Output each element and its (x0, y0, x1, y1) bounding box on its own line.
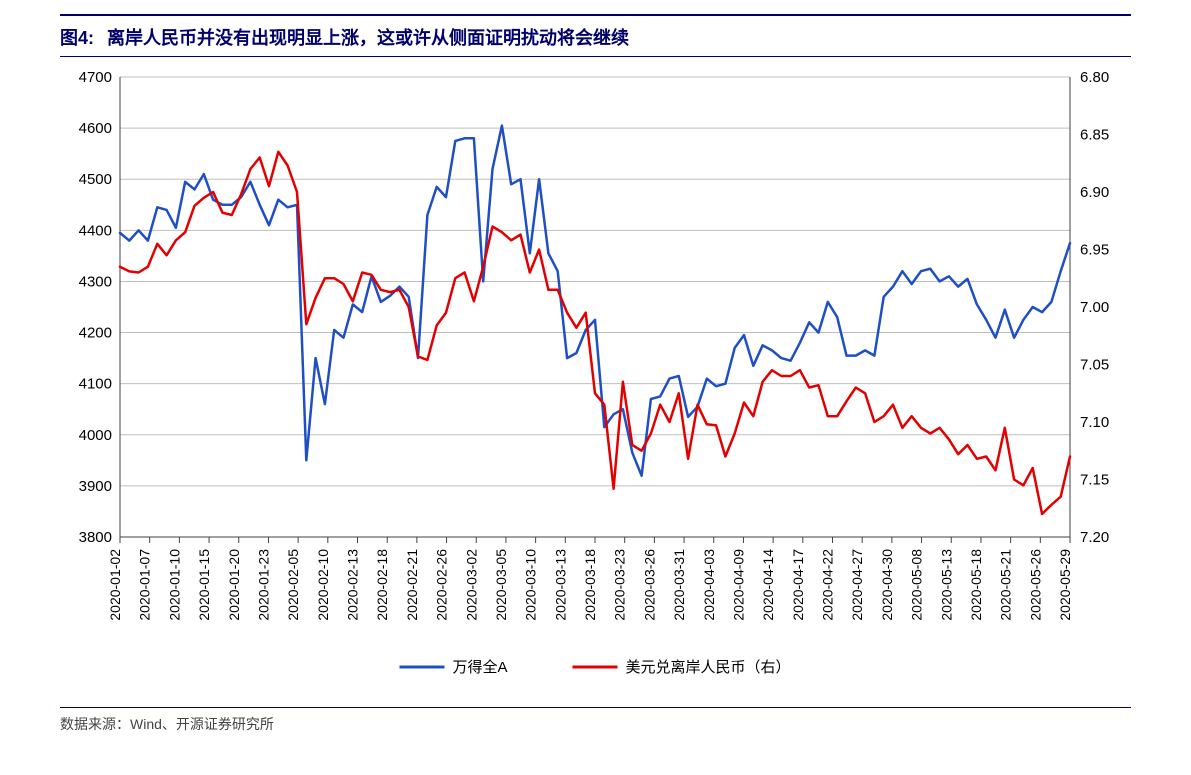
x-axis-label: 2020-05-29 (1057, 549, 1073, 621)
x-axis-label: 2020-05-13 (938, 549, 954, 621)
x-axis-label: 2020-02-10 (315, 549, 331, 621)
page-root: 图4: 离岸人民币并没有出现明显上涨，这或许从侧面证明扰动将会继续 3800 39… (0, 0, 1191, 775)
svg-text:6.80: 6.80 (1080, 69, 1109, 86)
x-axis-label: 2020-03-13 (552, 549, 568, 621)
figure-prefix: 图4: (60, 28, 94, 48)
x-axis-label: 2020-03-23 (612, 549, 628, 621)
x-axis-label: 2020-04-14 (760, 549, 776, 621)
svg-text:3800: 3800 (79, 529, 112, 546)
x-axis-label: 2020-02-26 (434, 549, 450, 621)
svg-text:4300: 4300 (79, 273, 112, 290)
svg-text:3900: 3900 (79, 478, 112, 495)
x-axis-label: 2020-03-31 (671, 549, 687, 621)
x-axis-label: 2020-04-09 (730, 549, 746, 621)
x-axis-label: 2020-04-17 (790, 549, 806, 621)
svg-text:4200: 4200 (79, 325, 112, 342)
svg-text:7.15: 7.15 (1080, 472, 1109, 489)
x-axis-label: 2020-05-26 (1027, 549, 1043, 621)
x-axis-label: 2020-03-18 (582, 549, 598, 621)
svg-text:4000: 4000 (79, 427, 112, 444)
x-axis-label: 2020-02-13 (345, 549, 361, 621)
x-axis-label: 2020-01-07 (137, 549, 153, 621)
x-axis-label: 2020-03-05 (493, 549, 509, 621)
svg-text:7.10: 7.10 (1080, 414, 1109, 431)
x-axis-label: 2020-01-02 (107, 549, 123, 621)
x-axis-label: 2020-05-08 (909, 549, 925, 621)
legend-label: 美元兑离岸人民币（右） (626, 659, 791, 676)
figure-source: 数据来源：Wind、开源证券研究所 (60, 714, 1131, 734)
x-axis-label: 2020-01-10 (166, 549, 182, 621)
svg-text:7.20: 7.20 (1080, 529, 1109, 546)
svg-text:4500: 4500 (79, 171, 112, 188)
x-axis-label: 2020-03-26 (641, 549, 657, 621)
x-axis-label: 2020-04-30 (879, 549, 895, 621)
x-axis-label: 2020-04-22 (820, 549, 836, 621)
line-chart: 3800 3900 4000 4100 4200 4300 4400 4500 4600 4700… (60, 67, 1130, 707)
legend-label: 万得全A (453, 658, 508, 676)
x-axis-label: 2020-02-21 (404, 549, 420, 621)
x-axis-label: 2020-01-15 (196, 549, 212, 621)
svg-text:4600: 4600 (79, 120, 112, 137)
x-axis-label: 2020-04-27 (849, 549, 865, 621)
x-axis-label: 2020-03-10 (523, 549, 539, 621)
x-axis-label: 2020-01-23 (255, 549, 271, 621)
x-axis-label: 2020-02-05 (285, 549, 301, 621)
svg-text:7.05: 7.05 (1080, 357, 1109, 374)
svg-text:4100: 4100 (79, 376, 112, 393)
svg-text:6.90: 6.90 (1080, 184, 1109, 201)
svg-text:4400: 4400 (79, 222, 112, 239)
x-axis-label: 2020-05-21 (998, 549, 1014, 621)
figure-title: 离岸人民币并没有出现明显上涨，这或许从侧面证明扰动将会继续 (107, 28, 629, 48)
svg-text:4700: 4700 (79, 69, 112, 86)
figure-title-bar: 图4: 离岸人民币并没有出现明显上涨，这或许从侧面证明扰动将会继续 (60, 14, 1131, 57)
svg-text:6.95: 6.95 (1080, 242, 1109, 259)
svg-text:7.00: 7.00 (1080, 299, 1109, 316)
x-axis-label: 2020-01-20 (226, 549, 242, 621)
x-axis-label: 2020-04-03 (701, 549, 717, 621)
chart-container: 3800 3900 4000 4100 4200 4300 4400 4500 4600 4700… (60, 67, 1131, 708)
x-axis-label: 2020-05-18 (968, 549, 984, 621)
x-axis-label: 2020-03-02 (463, 549, 479, 621)
x-axis-label: 2020-02-18 (374, 549, 390, 621)
svg-text:6.85: 6.85 (1080, 127, 1109, 144)
